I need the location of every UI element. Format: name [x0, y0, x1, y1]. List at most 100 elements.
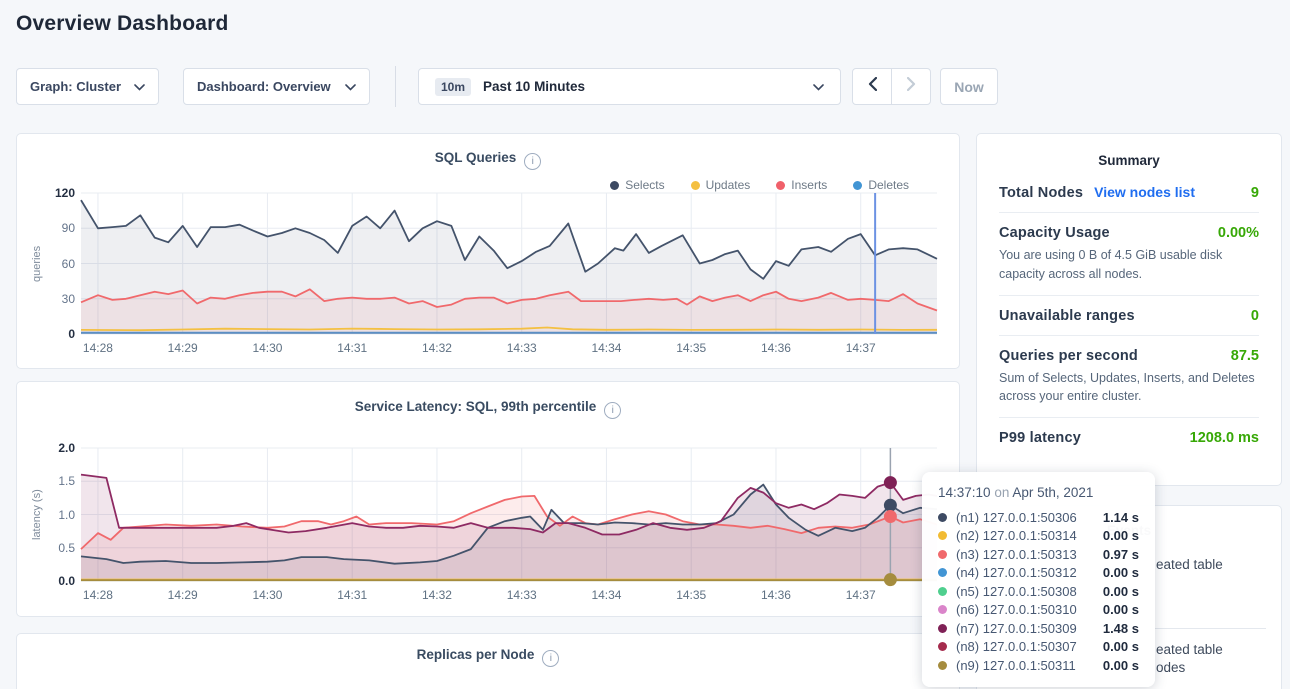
- tooltip-timestamp: 14:37:10 on Apr 5th, 2021: [938, 485, 1094, 500]
- tooltip-node-label: (n1) 127.0.0.1:50306: [956, 509, 1077, 525]
- info-icon[interactable]: [542, 650, 560, 667]
- x-tick-label: 14:32: [421, 341, 452, 355]
- y-tick-label: 60: [61, 256, 75, 271]
- x-tick-label: 14:36: [760, 341, 791, 355]
- info-icon[interactable]: [524, 153, 542, 170]
- chevron-right-icon: [906, 76, 916, 96]
- tooltip-row: (n9) 127.0.0.1:50311 0.00 s: [938, 656, 1139, 675]
- x-tick-label: 14:31: [337, 341, 368, 355]
- x-tick-label: 14:37: [845, 341, 876, 355]
- x-tick-label: 14:29: [167, 341, 198, 355]
- tooltip-node-label: (n5) 127.0.0.1:50308: [956, 583, 1077, 599]
- legend-color-dot: [610, 180, 620, 190]
- tooltip-node-value: 0.97 s: [1102, 546, 1139, 562]
- tooltip-node-value: 0.00 s: [1102, 583, 1139, 599]
- x-tick-label: 14:33: [506, 588, 537, 602]
- summary-row-value: 1208.0 ms: [1189, 430, 1259, 446]
- legend-label: Deletes: [868, 178, 909, 192]
- tooltip-row: (n5) 127.0.0.1:50308 0.00 s: [938, 582, 1139, 601]
- graph-scope-dropdown-label: Graph: Cluster: [30, 79, 122, 94]
- sql-queries-plot[interactable]: [80, 192, 938, 335]
- summary-row-description: Sum of Selects, Updates, Inserts, and De…: [999, 370, 1255, 404]
- x-tick-label: 14:28: [82, 341, 113, 355]
- series-color-dot: [938, 605, 947, 615]
- tooltip-row: (n7) 127.0.0.1:50309 1.48 s: [938, 619, 1139, 638]
- x-tick-label: 14:33: [506, 341, 537, 355]
- tooltip-node-label: (n3) 127.0.0.1:50313: [956, 546, 1077, 562]
- summary-row: Total Nodes View nodes list 9: [999, 172, 1259, 212]
- summary-row: P99 latency 1208.0 ms: [999, 417, 1259, 457]
- tooltip-node-label: (n7) 127.0.0.1:50309: [956, 620, 1077, 636]
- legend-item[interactable]: Selects: [610, 178, 665, 192]
- chart-title: Service Latency: SQL, 99th percentile: [17, 399, 959, 419]
- tooltip-node-value: 0.00 s: [1102, 528, 1139, 544]
- legend-item[interactable]: Inserts: [776, 178, 827, 192]
- dashboard-dropdown[interactable]: Dashboard: Overview: [183, 68, 370, 105]
- summary-row: Unavailable ranges 0: [999, 294, 1259, 335]
- now-button-label: Now: [954, 78, 984, 95]
- tooltip-row: (n1) 127.0.0.1:50306 1.14 s: [938, 508, 1139, 527]
- info-icon[interactable]: [604, 402, 622, 419]
- summary-row-label: Queries per second: [999, 347, 1138, 364]
- tooltip-row: (n6) 127.0.0.1:50310 0.00 s: [938, 601, 1139, 620]
- legend-label: Updates: [705, 178, 751, 192]
- series-color-dot: [938, 549, 947, 559]
- series-color-dot: [938, 568, 947, 578]
- x-tick-label: 14:30: [252, 588, 283, 602]
- x-tick-label: 14:34: [591, 341, 622, 355]
- series-color-dot: [938, 586, 947, 596]
- now-button[interactable]: Now: [940, 68, 998, 105]
- summary-row-value: 9: [1250, 185, 1259, 201]
- y-tick-label: 90: [61, 221, 75, 236]
- graph-scope-dropdown[interactable]: Graph: Cluster: [16, 68, 159, 105]
- chevron-left-icon: [868, 76, 877, 96]
- legend-item[interactable]: Deletes: [853, 178, 909, 192]
- summary-row-label: P99 latency: [999, 430, 1081, 446]
- event-text-fragment: eated table: [1156, 557, 1223, 572]
- summary-row-label: Total Nodes: [999, 185, 1084, 201]
- legend-color-dot: [853, 180, 863, 190]
- view-nodes-list-link[interactable]: View nodes list: [1094, 184, 1195, 200]
- y-tick-label: 120: [54, 186, 75, 200]
- tooltip-node-value: 0.00 s: [1102, 657, 1139, 673]
- tooltip-row: (n2) 127.0.0.1:50314 0.00 s: [938, 527, 1139, 546]
- tooltip-row: (n8) 127.0.0.1:50307 0.00 s: [938, 638, 1139, 657]
- series-color-dot: [938, 660, 947, 670]
- tooltip-node-value: 0.00 s: [1102, 639, 1139, 655]
- time-range-selector[interactable]: 10m Past 10 Minutes: [418, 68, 841, 105]
- summary-row-description: You are using 0 B of 4.5 GiB usable disk…: [999, 248, 1223, 281]
- x-tick-label: 14:35: [676, 341, 707, 355]
- event-text-fragment: odes: [1156, 660, 1186, 675]
- legend-label: Selects: [625, 178, 665, 192]
- prev-time-button[interactable]: [853, 69, 891, 104]
- y-tick-label: 1.5: [58, 474, 75, 489]
- tooltip-node-value: 0.00 s: [1102, 565, 1139, 581]
- replicas-per-node-chart-card: Replicas per Node: [16, 633, 960, 689]
- chart-legend: Selects Updates Inserts Deletes: [610, 178, 909, 192]
- tooltip-row: (n3) 127.0.0.1:50313 0.97 s: [938, 545, 1139, 564]
- tooltip-node-label: (n6) 127.0.0.1:50310: [956, 602, 1077, 618]
- summary-rows: Total Nodes View nodes list 9 Capacity Usag…: [977, 172, 1281, 457]
- legend-label: Inserts: [791, 178, 828, 192]
- chevron-down-icon: [813, 78, 824, 96]
- y-tick-label: 1.0: [58, 507, 75, 522]
- x-tick-label: 14:30: [252, 341, 283, 355]
- page-title: Overview Dashboard: [16, 12, 229, 35]
- series-color-dot: [938, 623, 947, 633]
- summary-row: Capacity Usage 0.00% You are using 0 B of …: [999, 212, 1259, 295]
- chart-title: SQL Queries: [17, 150, 959, 170]
- summary-row-value: 0: [1250, 307, 1259, 324]
- summary-row-value: 0.00%: [1217, 225, 1259, 241]
- x-tick-label: 14:36: [760, 588, 791, 602]
- series-color-dot: [938, 531, 947, 541]
- legend-item[interactable]: Updates: [690, 178, 751, 192]
- next-time-button[interactable]: [891, 69, 930, 104]
- chart-hover-tooltip: 14:37:10 on Apr 5th, 2021 (n1) 127.0.0.1…: [922, 472, 1155, 687]
- series-color-dot: [938, 512, 947, 522]
- x-tick-label: 14:28: [82, 588, 113, 602]
- y-tick-label: 0.5: [58, 540, 75, 555]
- x-tick-label: 14:35: [676, 588, 707, 602]
- service-latency-plot[interactable]: [80, 447, 938, 587]
- time-range-label: Past 10 Minutes: [483, 79, 586, 94]
